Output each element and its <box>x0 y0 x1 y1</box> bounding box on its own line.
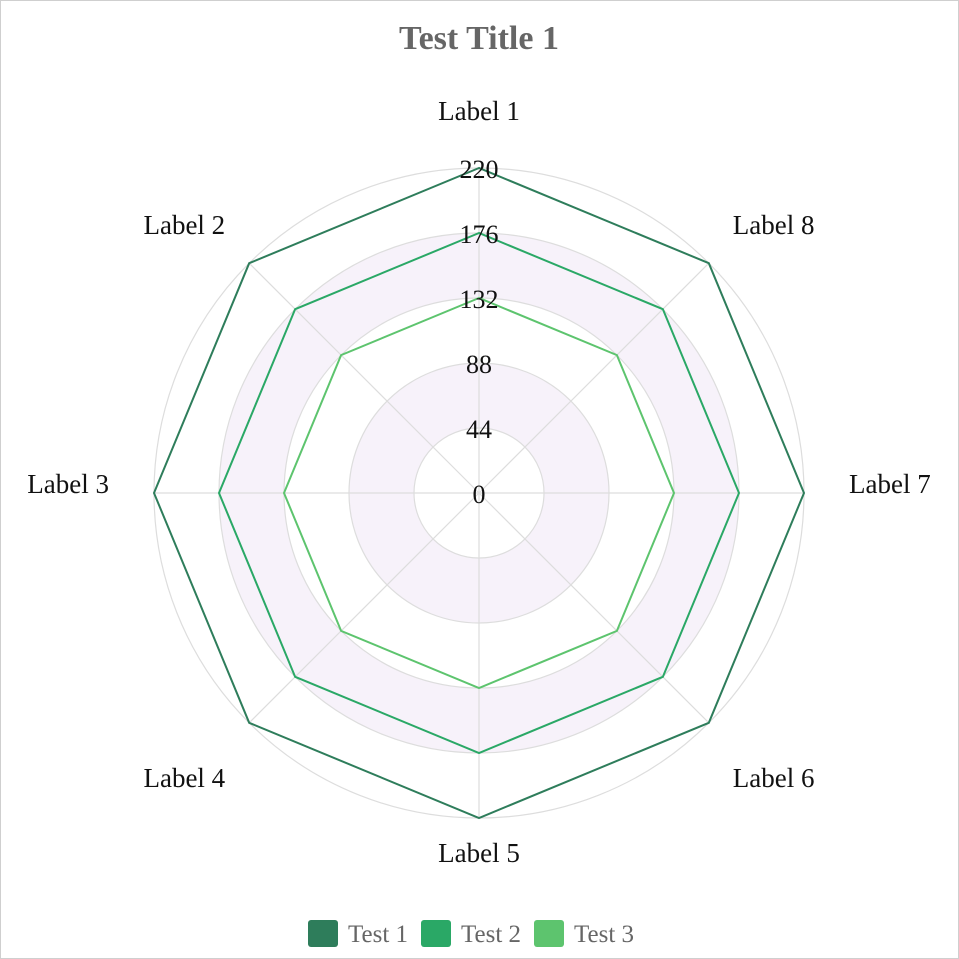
legend: Test 1 Test 2 Test 3 <box>308 920 634 948</box>
legend-label-3[interactable]: Test 3 <box>574 921 634 948</box>
legend-swatch-2[interactable] <box>421 920 451 947</box>
radial-tick-labels: 0 44 88 132 176 220 <box>460 155 499 509</box>
axis-labels: Label 1 Label 2 Label 3 Label 4 Label 5 Label… <box>27 96 930 868</box>
axis-label-2: Label 2 <box>143 210 225 240</box>
legend-label-1[interactable]: Test 1 <box>348 921 408 948</box>
spoke-line <box>248 262 480 494</box>
axis-label-5: Label 5 <box>438 838 520 868</box>
tick-label: 132 <box>460 285 499 314</box>
series-line-1 <box>152 166 806 820</box>
radar-series <box>152 166 806 820</box>
tick-label: 88 <box>466 350 492 379</box>
tick-label: 220 <box>460 155 499 184</box>
spoke-line <box>478 492 710 724</box>
axis-label-7: Label 7 <box>849 469 931 499</box>
tick-label: 0 <box>473 480 486 509</box>
axis-label-8: Label 8 <box>733 210 815 240</box>
series-line-3 <box>282 296 676 690</box>
axis-label-6: Label 6 <box>733 763 815 793</box>
axis-label-4: Label 4 <box>143 763 225 793</box>
legend-swatch-3[interactable] <box>534 920 564 947</box>
series-line-2 <box>217 231 741 755</box>
axis-label-1: Label 1 <box>438 96 520 126</box>
legend-label-2[interactable]: Test 2 <box>461 921 521 948</box>
tick-label: 176 <box>460 220 499 249</box>
spoke-line <box>248 492 480 724</box>
legend-swatch-1[interactable] <box>308 920 338 947</box>
tick-label: 44 <box>466 415 492 444</box>
spoke-line <box>478 262 710 494</box>
axis-label-3: Label 3 <box>27 469 109 499</box>
chart-title: Test Title 1 <box>399 20 559 57</box>
